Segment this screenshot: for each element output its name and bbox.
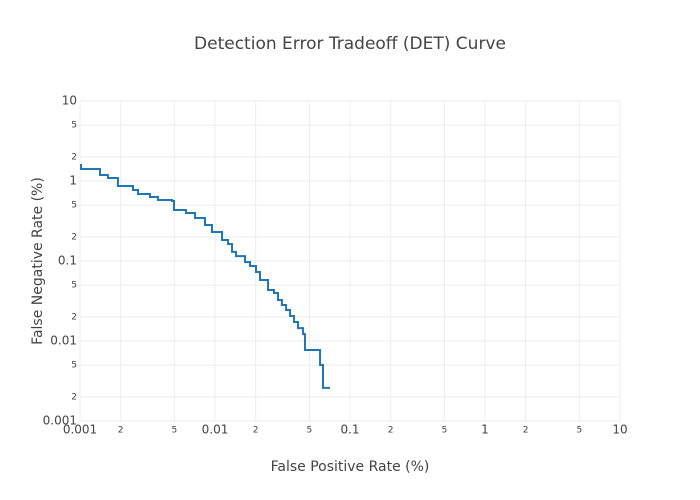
y-tick-label: 5 <box>71 361 77 371</box>
x-tick-label: 5 <box>576 426 582 436</box>
y-tick-label: 5 <box>71 201 77 211</box>
det-curve <box>79 163 331 389</box>
x-tick-label: 0.1 <box>340 423 359 437</box>
y-tick-label: 0.01 <box>50 334 77 348</box>
x-tick-label: 2 <box>388 426 394 436</box>
x-tick-label: 10 <box>612 423 627 437</box>
x-tick-label: 2 <box>523 426 529 436</box>
y-tick-label: 10 <box>62 94 77 108</box>
y-tick-label: 2 <box>71 312 77 322</box>
y-tick-label: 1 <box>69 174 77 188</box>
y-tick-label: 2 <box>71 152 77 162</box>
x-tick-label: 1 <box>481 423 489 437</box>
x-tick-label: 2 <box>118 426 124 436</box>
chart-title: Detection Error Tradeoff (DET) Curve <box>194 34 506 54</box>
x-tick-label: 5 <box>306 426 312 436</box>
x-tick-label: 0.01 <box>202 423 229 437</box>
y-tick-label: 0.1 <box>58 254 77 268</box>
y-tick-label: 2 <box>71 232 77 242</box>
x-tick-label: 5 <box>171 426 177 436</box>
y-axis-title: False Negative Rate (%) <box>30 177 46 345</box>
y-tick-label: 5 <box>71 281 77 291</box>
y-tick-label: 0.001 <box>43 414 77 428</box>
grid <box>79 100 621 422</box>
y-tick-label: 2 <box>71 392 77 402</box>
x-tick-label: 2 <box>253 426 259 436</box>
x-axis-title: False Positive Rate (%) <box>271 459 430 475</box>
x-tick-label: 5 <box>441 426 447 436</box>
y-tick-label: 5 <box>71 121 77 131</box>
x-tick-label: 0.001 <box>63 423 97 437</box>
